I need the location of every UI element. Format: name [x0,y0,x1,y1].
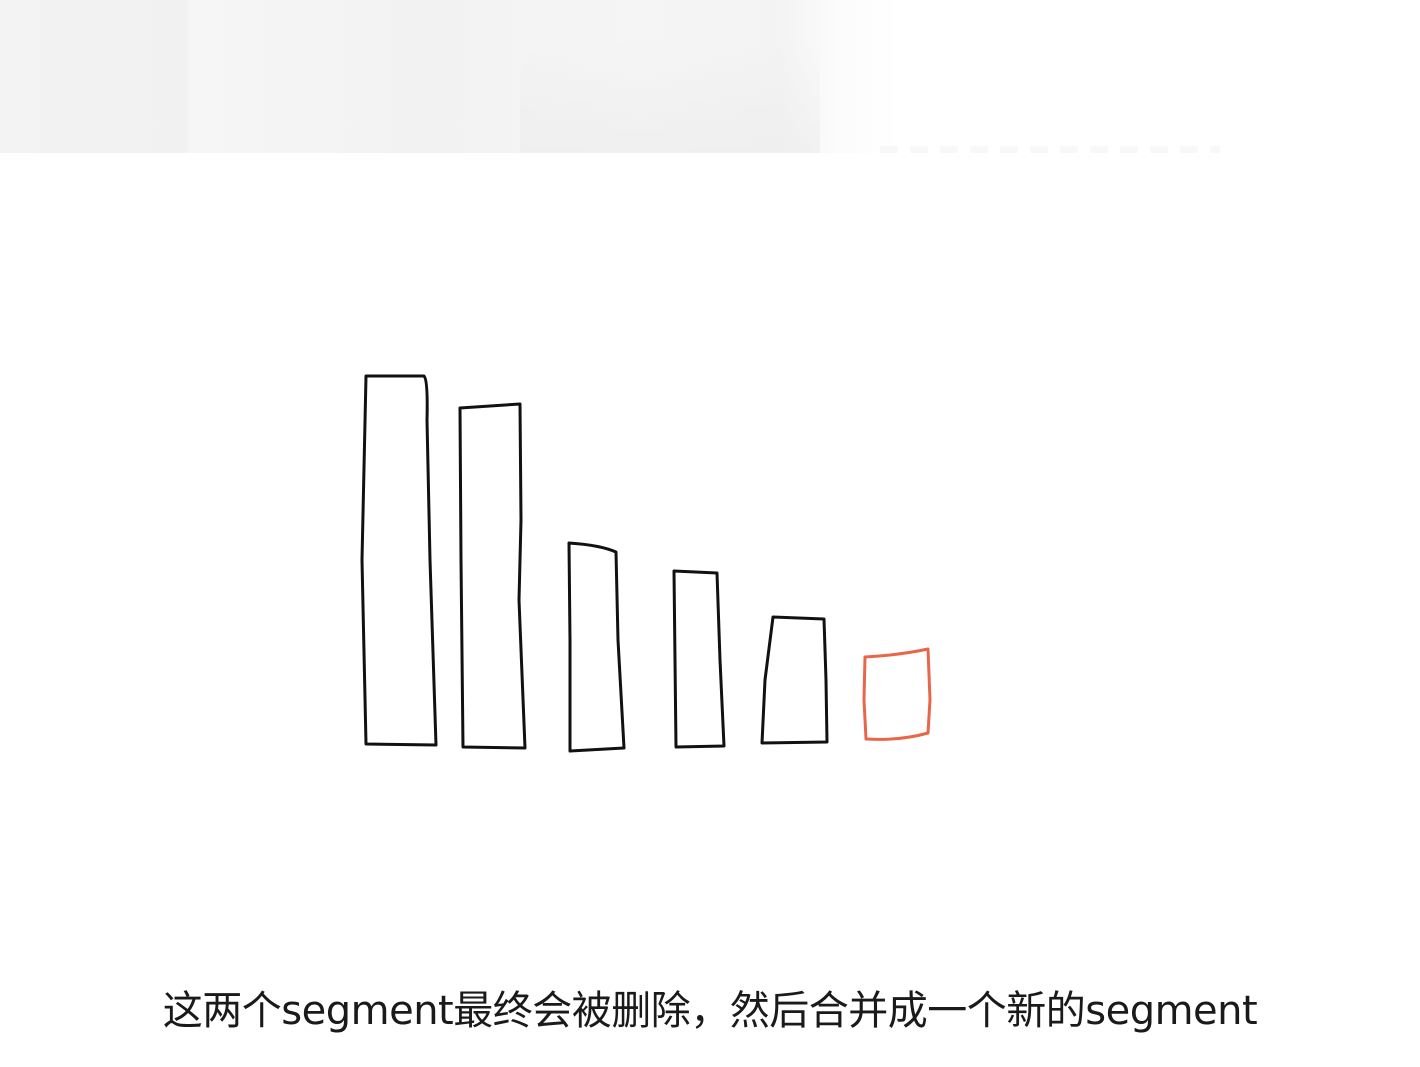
background-fade [880,146,1220,153]
segment-bar [760,615,829,745]
background-smudge [520,40,820,153]
video-frame-top-band [0,0,1420,153]
subtitle-caption: 这两个segment最终会被删除，然后合并成一个新的segment [162,988,1258,1034]
segment-bar [672,569,726,749]
segment-bar [567,541,626,753]
segment-bar [360,374,438,747]
segment-bar [458,402,527,750]
new-segment-bar [862,647,932,741]
